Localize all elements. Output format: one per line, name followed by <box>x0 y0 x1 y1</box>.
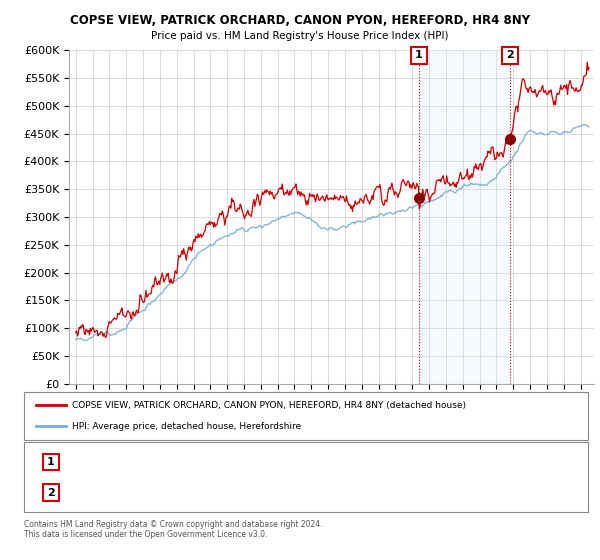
Text: COPSE VIEW, PATRICK ORCHARD, CANON PYON, HEREFORD, HR4 8NY (detached house): COPSE VIEW, PATRICK ORCHARD, CANON PYON,… <box>72 401 466 410</box>
Text: COPSE VIEW, PATRICK ORCHARD, CANON PYON, HEREFORD, HR4 8NY: COPSE VIEW, PATRICK ORCHARD, CANON PYON,… <box>70 14 530 27</box>
Text: £335,000: £335,000 <box>204 457 253 467</box>
Text: Price paid vs. HM Land Registry's House Price Index (HPI): Price paid vs. HM Land Registry's House … <box>151 31 449 41</box>
Text: 2: 2 <box>506 50 514 60</box>
Text: 1: 1 <box>415 50 423 60</box>
Text: 22-MAY-2015: 22-MAY-2015 <box>78 457 145 467</box>
Text: 2: 2 <box>47 488 55 498</box>
Bar <box>419 50 510 384</box>
Text: 15% ↑ HPI: 15% ↑ HPI <box>336 457 391 467</box>
Text: 1: 1 <box>47 457 55 467</box>
Text: Contains HM Land Registry data © Crown copyright and database right 2024.
This d: Contains HM Land Registry data © Crown c… <box>24 520 323 539</box>
Text: HPI: Average price, detached house, Herefordshire: HPI: Average price, detached house, Here… <box>72 422 301 431</box>
Text: 23-OCT-2020: 23-OCT-2020 <box>78 488 146 498</box>
Text: £440,000: £440,000 <box>204 488 253 498</box>
Text: 19% ↑ HPI: 19% ↑ HPI <box>336 488 391 498</box>
